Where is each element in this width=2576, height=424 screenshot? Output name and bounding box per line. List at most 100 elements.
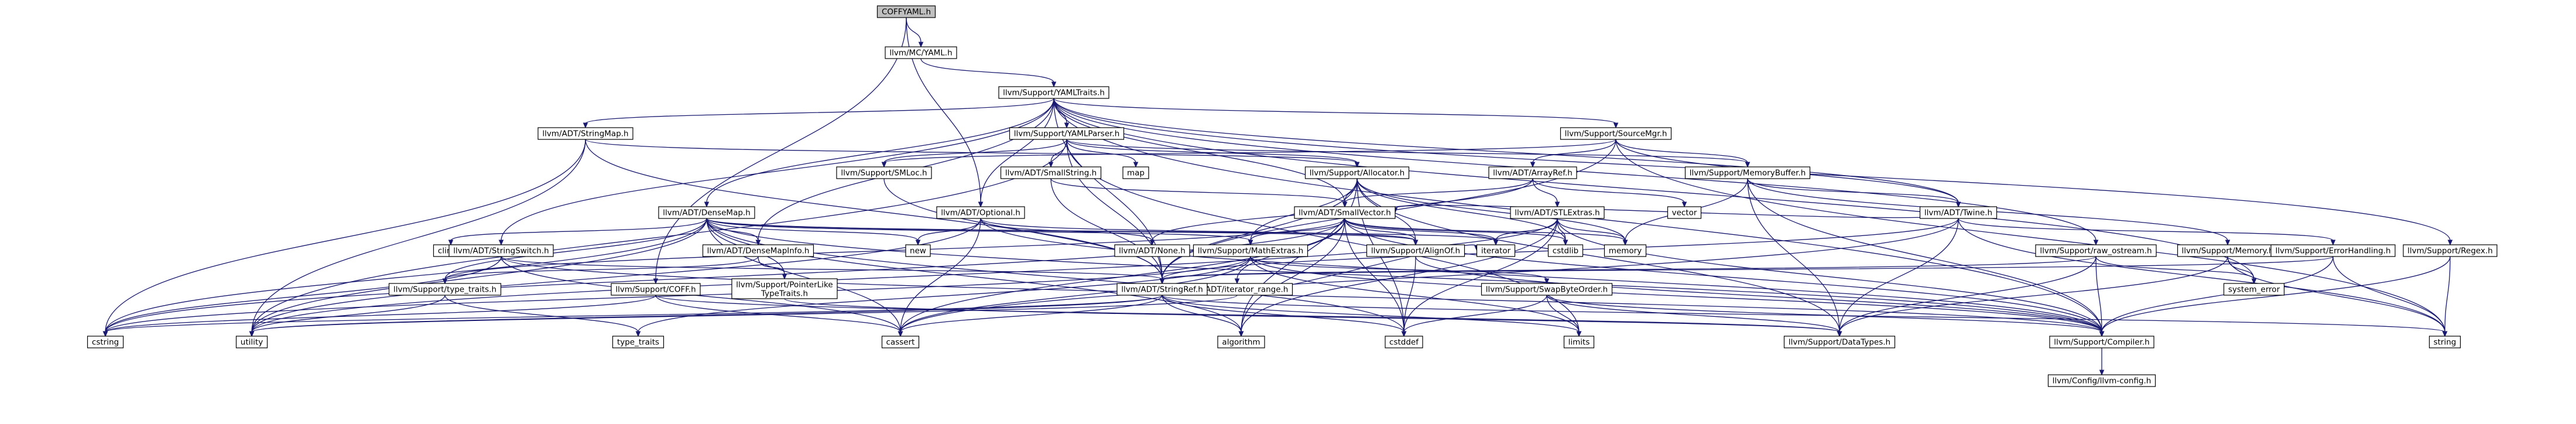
edge-mathextras-cstring	[105, 256, 1251, 333]
node-regex[interactable]: llvm/Support/Regex.h	[2403, 244, 2498, 257]
node-stlextras[interactable]: llvm/ADT/STLExtras.h	[1510, 206, 1605, 219]
edge-smallvector-cstring	[105, 218, 1345, 333]
node-cstring[interactable]: cstring	[87, 336, 124, 348]
node-rawostream[interactable]: llvm/Support/raw_ostream.h	[2035, 244, 2157, 257]
node-none[interactable]: llvm/ADT/None.h	[1114, 244, 1190, 257]
edge-arrowhead	[448, 240, 454, 246]
edge-arrowhead	[1354, 162, 1360, 168]
node-smallvector[interactable]: llvm/ADT/SmallVector.h	[1294, 206, 1396, 219]
node-iterrange[interactable]: llvm/ADT/iterator_range.h	[1181, 283, 1293, 296]
node-coff[interactable]: COFFYAML.h	[876, 5, 936, 18]
node-cassert[interactable]: cassert	[881, 336, 920, 348]
node-llvmconfig[interactable]: llvm/Config/llvm-config.h	[2047, 374, 2156, 387]
node-label: cstdlib	[1553, 247, 1578, 256]
node-label: llvm/Support/Memory.h	[2182, 247, 2274, 256]
node-sourcemgr[interactable]: llvm/Support/SourceMgr.h	[1560, 127, 1672, 140]
edge-densemap-algorithm	[706, 218, 1242, 333]
edge-arrowhead	[881, 162, 887, 168]
edge-arrowhead	[1234, 278, 1240, 285]
node-errhandling[interactable]: llvm/Support/ErrorHandling.h	[2270, 244, 2396, 257]
node-yamlparser[interactable]: llvm/Support/YAMLParser.h	[1009, 127, 1125, 140]
node-label: map	[1127, 169, 1145, 178]
edge-yamltraits-stringswitch	[501, 98, 1054, 241]
node-label: llvm/Support/ErrorHandling.h	[2275, 247, 2390, 256]
node-densemap[interactable]: llvm/ADT/DenseMap.h	[658, 206, 755, 219]
node-swapbyte[interactable]: llvm/Support/SwapByteOrder.h	[1481, 283, 1613, 296]
edge-rawostream-systemerror	[2095, 256, 2255, 280]
node-iterator[interactable]: iterator	[1476, 244, 1516, 257]
node-compiler[interactable]: llvm/Support/Compiler.h	[2049, 336, 2154, 348]
node-box	[1193, 244, 1308, 257]
node-label: algorithm	[1222, 338, 1260, 347]
edge-rawostream-datatypes	[1839, 256, 2097, 333]
edge-stringswitch-cstring	[105, 256, 502, 333]
edge-arrowhead	[1159, 278, 1165, 285]
edge-mathextras-compiler	[1250, 256, 2102, 333]
node-box	[448, 244, 554, 257]
edge-optional-new	[917, 218, 981, 241]
node-mathextras[interactable]: llvm/Support/MathExtras.h	[1193, 244, 1308, 257]
node-box	[905, 244, 931, 257]
edge-arrowhead	[978, 201, 984, 208]
node-stringmap[interactable]: llvm/ADT/StringMap.h	[537, 127, 633, 140]
edge-arrowhead	[2442, 331, 2448, 337]
edge-membuf-datatypes	[1747, 178, 1840, 333]
node-arrayref[interactable]: llvm/ADT/ArrayRef.h	[1488, 166, 1577, 179]
node-densemapinfo[interactable]: llvm/ADT/DenseMapInfo.h	[702, 244, 814, 257]
node-stringref[interactable]: llvm/ADT/StringRef.h	[1116, 283, 1208, 296]
node-cstddef[interactable]: cstddef	[1385, 336, 1423, 348]
edge-arrowhead	[1413, 240, 1419, 246]
node-allocator[interactable]: llvm/Support/Allocator.h	[1304, 166, 1410, 179]
node-new[interactable]: new	[905, 244, 931, 257]
edge-errhandling-string	[2332, 256, 2445, 333]
node-membuf[interactable]: llvm/Support/MemoryBuffer.h	[1684, 166, 1811, 179]
node-memory[interactable]: memory	[1604, 244, 1647, 257]
node-vector[interactable]: vector	[1667, 206, 1702, 219]
node-algorithm[interactable]: algorithm	[1217, 336, 1265, 348]
edge-suppcoff-cstring	[105, 295, 656, 333]
edge-yamlparser-allocator	[1066, 139, 1358, 163]
node-datatypes[interactable]: llvm/Support/DataTypes.h	[1783, 336, 1896, 348]
node-smloc[interactable]: llvm/Support/SMLoc.h	[836, 166, 932, 179]
node-string[interactable]: string	[2428, 336, 2461, 348]
edge-allocator-cstddef	[1356, 178, 1405, 333]
edge-regex-compiler	[2101, 256, 2451, 333]
node-box	[2270, 244, 2396, 257]
node-utility[interactable]: utility	[235, 336, 268, 348]
node-box	[1510, 206, 1605, 219]
node-systemerror[interactable]: system_error	[2223, 283, 2285, 296]
edge-optional-alignof	[980, 218, 1416, 241]
node-suppcoff[interactable]: llvm/Support/COFF.h	[611, 283, 701, 296]
node-mcyaml[interactable]: llvm/MC/YAML.h	[885, 46, 957, 59]
node-stdtraits[interactable]: type_traits	[612, 336, 664, 348]
node-map[interactable]: map	[1122, 166, 1149, 179]
node-cstdlib[interactable]: cstdlib	[1547, 244, 1584, 257]
edge-arrowhead	[2330, 240, 2336, 246]
edge-stlextras-utility	[251, 218, 1558, 333]
node-alignof[interactable]: llvm/Support/AlignOf.h	[1366, 244, 1465, 257]
node-stringswitch[interactable]: llvm/ADT/StringSwitch.h	[448, 244, 554, 257]
node-box	[2035, 244, 2157, 257]
node-yamltraits[interactable]: llvm/Support/YAMLTraits.h	[998, 86, 1109, 99]
node-smallstring[interactable]: llvm/ADT/SmallString.h	[1000, 166, 1102, 179]
edge-densemapinfo-ptrlike	[758, 256, 785, 275]
node-box	[1122, 166, 1149, 179]
edge-suppcoff-datatypes	[655, 295, 1840, 333]
node-box	[1476, 244, 1516, 257]
node-supmemory[interactable]: llvm/Support/Memory.h	[2177, 244, 2279, 257]
node-box	[1667, 206, 1702, 219]
node-label: vector	[1672, 208, 1697, 218]
edge-stringref-cstddef	[1162, 295, 1405, 333]
edge-arrowhead	[1544, 278, 1550, 285]
node-label: llvm/Support/YAMLTraits.h	[1003, 88, 1105, 98]
edge-sourcemgr-membuf	[1615, 139, 1748, 163]
edge-yamlparser-map	[1066, 139, 1136, 163]
node-typetraits[interactable]: llvm/Support/type_traits.h	[388, 283, 502, 296]
edge-sourcemgr-string	[1615, 139, 2445, 333]
node-optional[interactable]: llvm/ADT/Optional.h	[936, 206, 1025, 219]
node-twine[interactable]: llvm/ADT/Twine.h	[1919, 206, 1998, 219]
node-limits[interactable]: limits	[1563, 336, 1595, 348]
edge-stlextras-memory	[1557, 218, 1626, 241]
edge-densemap-typetraits	[444, 218, 707, 280]
